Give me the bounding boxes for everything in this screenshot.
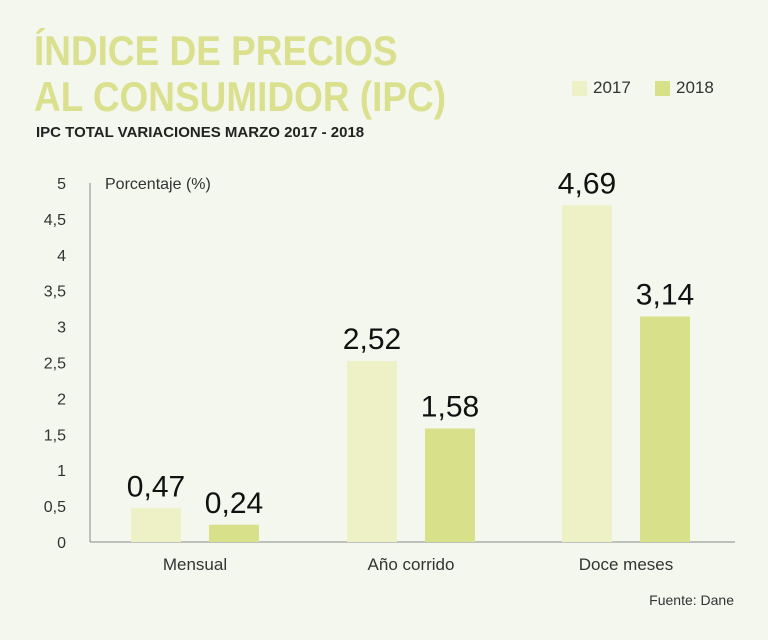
chart-title: ÍNDICE DE PRECIOS AL CONSUMIDOR (IPC) (34, 27, 447, 120)
chart-subtitle: IPC TOTAL VARIACIONES MARZO 2017 - 2018 (36, 124, 365, 141)
legend-label: 2017 (593, 78, 631, 97)
legend-swatch (655, 80, 670, 96)
bar-2017 (562, 205, 612, 542)
y-tick-label: 4 (57, 248, 66, 265)
source-note: Fuente: Dane (649, 592, 734, 608)
bar-2018 (640, 316, 690, 542)
y-tick-label: 0,5 (44, 499, 66, 516)
y-tick-label: 1,5 (44, 427, 66, 444)
bar-2018 (425, 428, 475, 542)
data-label: 4,69 (558, 167, 616, 200)
bar-2017 (131, 508, 181, 542)
y-tick-label: 1 (57, 463, 66, 480)
data-label: 1,58 (421, 391, 479, 424)
y-tick-label: 3 (57, 320, 66, 337)
x-tick-label: Mensual (163, 555, 227, 574)
data-label: 2,52 (343, 323, 401, 356)
y-tick-label: 2,5 (44, 356, 66, 373)
bar-2018 (209, 524, 259, 542)
data-label: 0,24 (205, 487, 263, 520)
y-tick-label: 0 (57, 535, 66, 552)
legend-item-2017: 2017 (572, 78, 631, 98)
bar-2017 (347, 361, 397, 542)
data-label: 3,14 (636, 279, 694, 312)
legend-swatch (572, 80, 587, 96)
data-label: 0,47 (127, 470, 185, 503)
y-tick-label: 4,5 (44, 212, 66, 229)
y-tick-label: 2 (57, 391, 66, 408)
y-tick-label: 5 (57, 176, 66, 193)
legend-label: 2018 (676, 78, 714, 97)
y-tick-label: 3,5 (44, 284, 66, 301)
x-tick-label: Año corrido (368, 555, 455, 574)
y-axis-label: Porcentaje (%) (105, 176, 211, 193)
legend-item-2018: 2018 (655, 78, 714, 98)
x-tick-label: Doce meses (579, 555, 673, 574)
